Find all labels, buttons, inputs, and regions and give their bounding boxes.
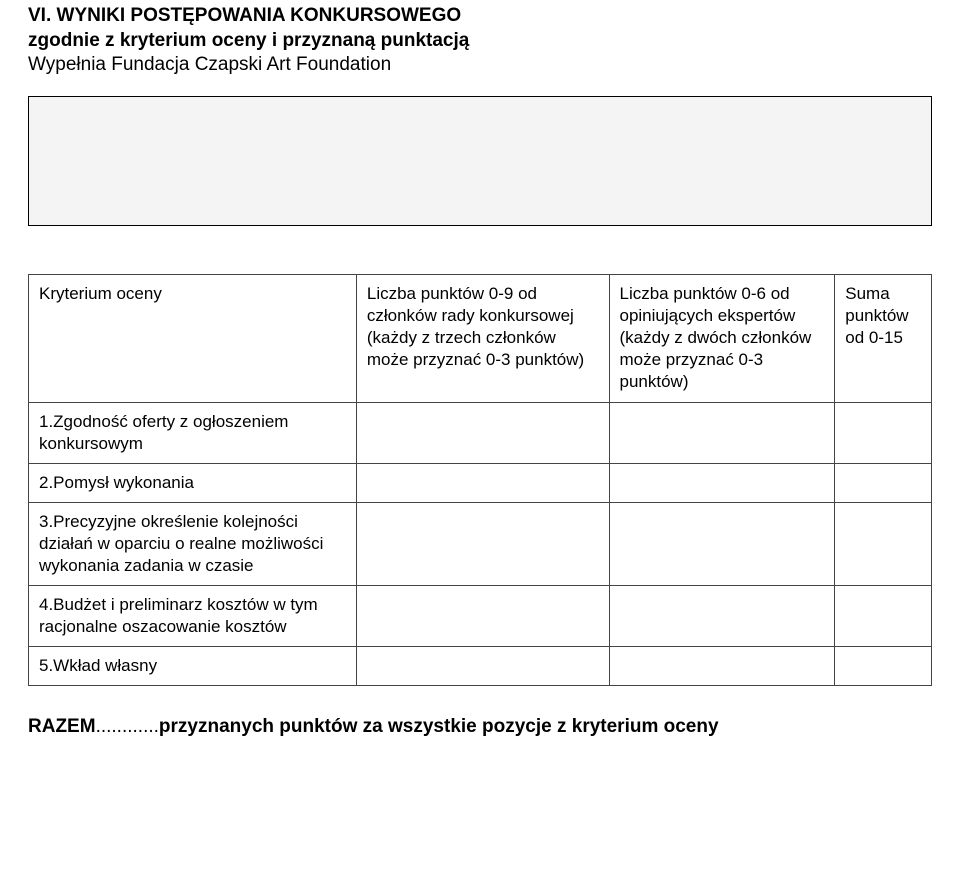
table-row: 2.Pomysł wykonania (29, 463, 932, 502)
section-number-title: VI. WYNIKI POSTĘPOWANIA KONKURSOWEGO (28, 4, 932, 29)
cell (609, 502, 835, 585)
summary-suffix: przyznanych punktów za wszystkie pozycje… (159, 716, 719, 737)
table-row: 3.Precyzyjne określenie kolejności dział… (29, 502, 932, 585)
criterion-label: 3.Precyzyjne określenie kolejności dział… (29, 502, 357, 585)
cell (609, 586, 835, 647)
cell (356, 502, 609, 585)
cell (356, 463, 609, 502)
summary-dots: ............ (96, 716, 159, 737)
cell (835, 402, 932, 463)
summary-line: RAZEM............przyznanych punktów za … (28, 716, 932, 738)
col-kryterium: Kryterium oceny (29, 275, 357, 402)
comment-box (28, 96, 932, 226)
table-row: 5.Wkład własny (29, 647, 932, 686)
criterion-label: 4.Budżet i preliminarz kosztów w tym rac… (29, 586, 357, 647)
col-eksperci: Liczba punktów 0-6 od opiniujących ekspe… (609, 275, 835, 402)
col-suma: Suma punktów od 0-15 (835, 275, 932, 402)
cell (609, 463, 835, 502)
criterion-label: 5.Wkład własny (29, 647, 357, 686)
cell (835, 586, 932, 647)
cell (356, 586, 609, 647)
cell (609, 647, 835, 686)
table-header-row: Kryterium oceny Liczba punktów 0-9 od cz… (29, 275, 932, 402)
cell (356, 647, 609, 686)
section-subtitle: zgodnie z kryterium oceny i przyznaną pu… (28, 29, 932, 54)
cell (835, 463, 932, 502)
cell (356, 402, 609, 463)
table-row: 1.Zgodność oferty z ogłoszeniem konkurso… (29, 402, 932, 463)
cell (835, 647, 932, 686)
cell (835, 502, 932, 585)
col-rada: Liczba punktów 0-9 od członków rady konk… (356, 275, 609, 402)
table-row: 4.Budżet i preliminarz kosztów w tym rac… (29, 586, 932, 647)
criterion-label: 2.Pomysł wykonania (29, 463, 357, 502)
scoring-table: Kryterium oceny Liczba punktów 0-9 od cz… (28, 274, 932, 686)
section-note: Wypełnia Fundacja Czapski Art Foundation (28, 53, 932, 78)
cell (609, 402, 835, 463)
summary-prefix: RAZEM (28, 716, 96, 737)
criterion-label: 1.Zgodność oferty z ogłoszeniem konkurso… (29, 402, 357, 463)
